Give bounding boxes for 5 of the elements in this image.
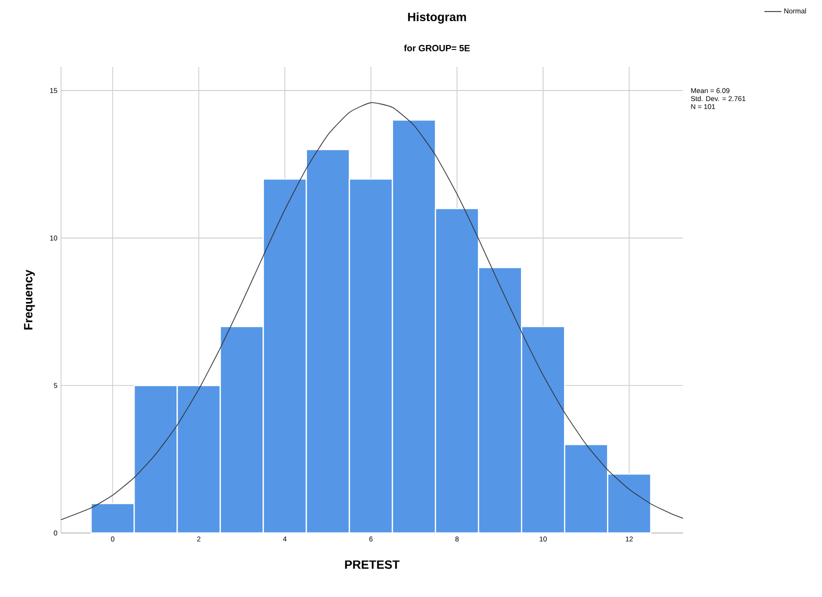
line-series [60, 102, 684, 520]
chart-title: Histogram [408, 12, 466, 24]
x-axis-title: PRETEST [345, 560, 400, 569]
chart-subtitle: for GROUP= 5E [404, 44, 470, 52]
y-axis-title: Frequency [24, 270, 35, 330]
